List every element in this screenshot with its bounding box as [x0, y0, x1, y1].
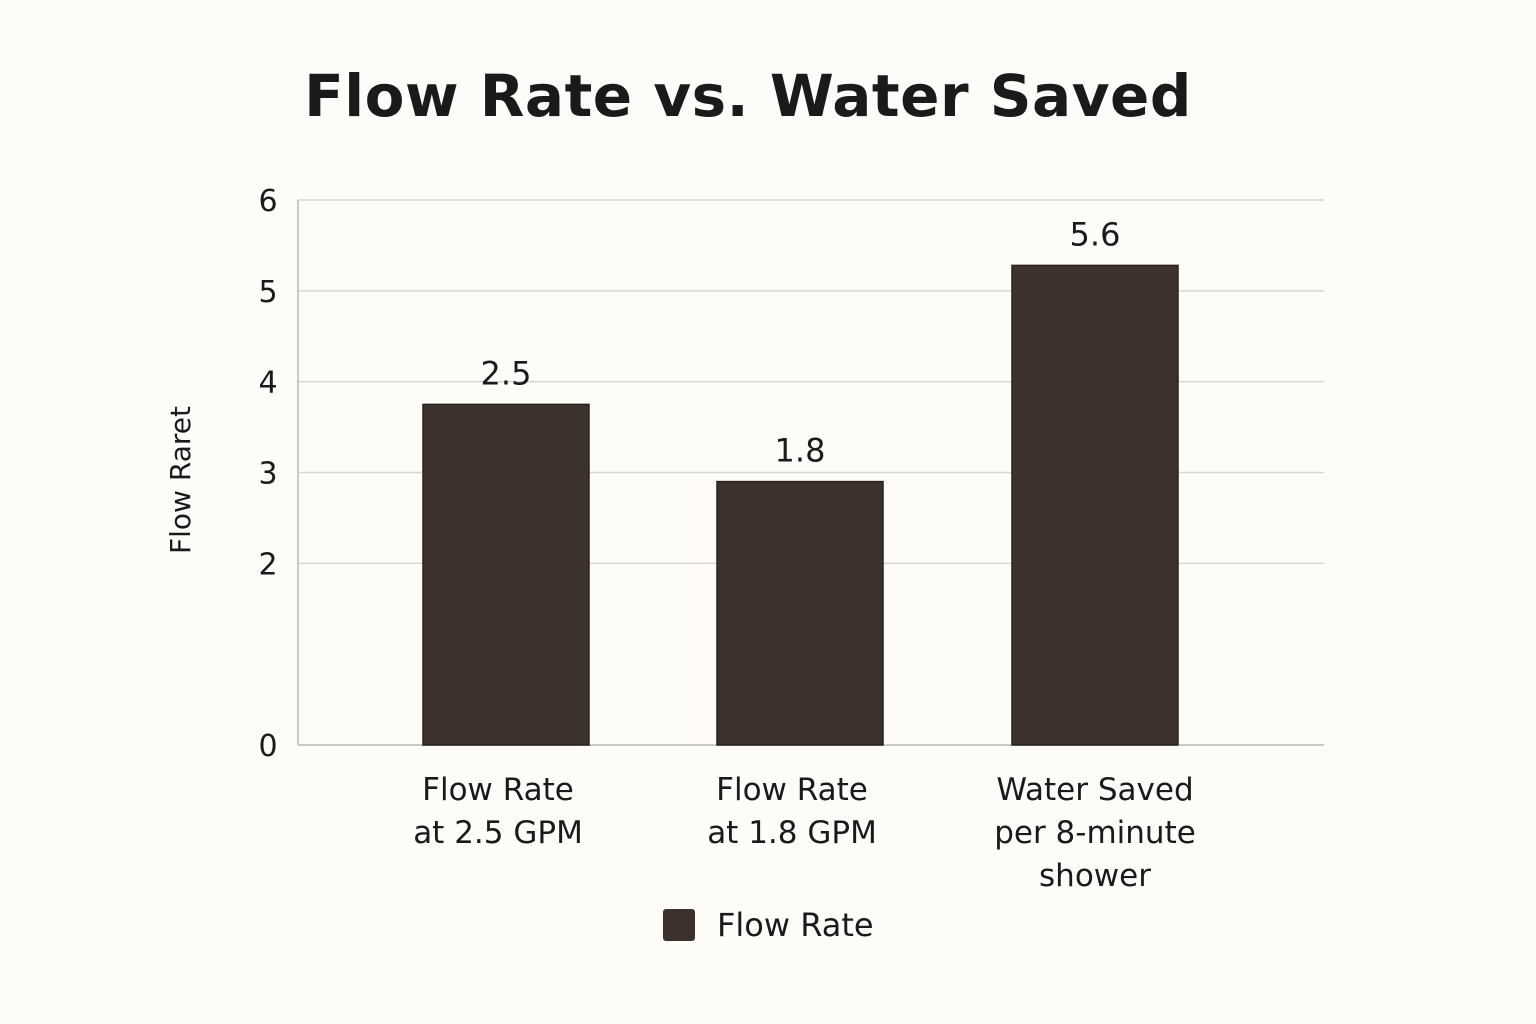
- legend: Flow Rate: [663, 906, 874, 944]
- category-label: Water Saved per 8-minute shower: [994, 772, 1196, 894]
- category-label: Flow Rate at 2.5 GPM: [413, 772, 583, 851]
- bar: [422, 403, 590, 746]
- legend-label: Flow Rate: [717, 906, 874, 944]
- legend-swatch: [663, 909, 695, 941]
- bar-value-label: 2.5: [481, 354, 532, 392]
- y-tick-label: 6: [258, 184, 277, 219]
- bars: [422, 264, 1179, 746]
- y-tick-label: 4: [258, 366, 277, 401]
- data-labels: 2.5 1.8 5.6: [481, 215, 1121, 469]
- y-tick-label: 2: [258, 547, 277, 582]
- chart-title: Flow Rate vs. Water Saved: [304, 62, 1192, 130]
- y-tick-label: 3: [258, 457, 277, 492]
- y-axis-label: Flow Raret: [164, 406, 197, 554]
- y-tick-label: 0: [258, 729, 277, 764]
- bar-value-label: 5.6: [1070, 215, 1121, 253]
- bar: [716, 480, 884, 746]
- x-axis-categories: Flow Rate at 2.5 GPM Flow Rate at 1.8 GPM Wa…: [413, 772, 1196, 894]
- category-label: Flow Rate at 1.8 GPM: [707, 772, 877, 851]
- bar: [1011, 264, 1179, 746]
- y-tick-label: 5: [258, 275, 277, 310]
- y-axis-ticks: 0 2 3 4 5 6: [258, 184, 277, 764]
- bar-value-label: 1.8: [775, 432, 826, 470]
